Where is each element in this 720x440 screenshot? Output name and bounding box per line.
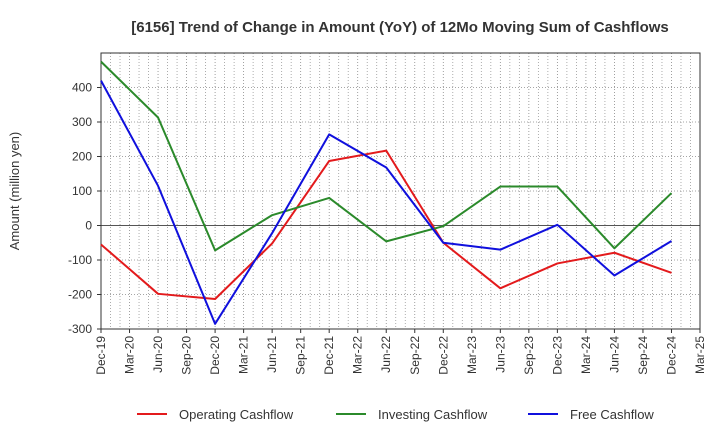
legend: Operating Cashflow Investing Cashflow Free… xyxy=(137,407,654,422)
x-tick-label: Dec-22 xyxy=(436,336,450,375)
chart-title: [6156] Trend of Change in Amount (YoY) o… xyxy=(131,19,669,36)
y-tick-label: 300 xyxy=(72,115,92,129)
x-tick-label: Mar-24 xyxy=(579,336,593,374)
legend-label: Operating Cashflow xyxy=(179,407,294,422)
y-tick-label: -100 xyxy=(68,253,92,267)
x-tick-label: Sep-21 xyxy=(294,336,308,375)
x-tick-label: Sep-20 xyxy=(180,336,194,375)
x-tick-label: Jun-22 xyxy=(379,336,393,373)
y-tick-label: 400 xyxy=(72,81,92,95)
series-line xyxy=(100,60,673,252)
x-tick-label: Dec-23 xyxy=(550,336,564,375)
x-tick-label: Mar-20 xyxy=(123,336,137,374)
axis-layer: -300 -200 -100 0 100 200 300 400 Dec-19 Mar-20 Jun… xyxy=(68,52,707,375)
series-line xyxy=(100,80,672,325)
legend-label: Free Cashflow xyxy=(570,407,654,422)
y-tick-label: 0 xyxy=(85,219,92,233)
y-tick-label: 100 xyxy=(72,184,92,198)
legend-label: Investing Cashflow xyxy=(378,407,488,422)
x-tick-label: Jun-24 xyxy=(607,336,621,373)
x-tick-label: Mar-25 xyxy=(693,336,707,374)
y-tick-label: -200 xyxy=(68,288,92,302)
x-tick-label: Mar-21 xyxy=(237,336,251,374)
series-line xyxy=(100,149,672,300)
x-tick-label: Sep-23 xyxy=(522,336,536,375)
grid-layer xyxy=(101,53,700,330)
x-tick-label: Dec-24 xyxy=(664,336,678,375)
x-tick-label: Dec-21 xyxy=(322,336,336,375)
x-tick-label: Sep-22 xyxy=(408,336,422,375)
x-tick-label: Mar-22 xyxy=(351,336,365,374)
x-tick-label: Sep-24 xyxy=(636,336,650,375)
series-layer xyxy=(100,60,673,325)
x-tick-label: Jun-20 xyxy=(151,336,165,373)
x-tick-label: Dec-20 xyxy=(208,336,222,375)
x-tick-label: Dec-19 xyxy=(94,336,108,375)
y-tick-label: -300 xyxy=(68,322,92,336)
y-axis-label: Amount (million yen) xyxy=(7,132,22,251)
x-tick-label: Jun-21 xyxy=(265,336,279,373)
y-tick-label: 200 xyxy=(72,150,92,164)
x-tick-label: Mar-23 xyxy=(465,336,479,374)
x-tick-label: Jun-23 xyxy=(493,336,507,373)
plot-frame xyxy=(100,52,701,330)
